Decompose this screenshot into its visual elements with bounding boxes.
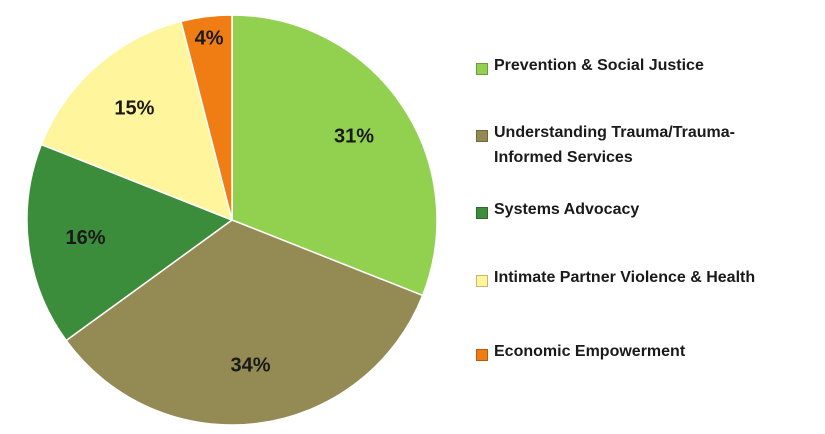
legend-label: Economic Empowerment	[494, 343, 686, 360]
legend-swatch	[476, 63, 488, 75]
data-label: 31%	[334, 125, 374, 147]
legend-swatch	[476, 349, 488, 361]
legend-item: Intimate Partner Violence & Health	[476, 269, 796, 290]
legend-swatch	[476, 130, 488, 142]
pie-slice	[40, 20, 234, 222]
data-label: 4%	[195, 27, 224, 49]
pie-slice	[26, 143, 234, 342]
legend-item: Understanding Trauma/Trauma-Informed Ser…	[476, 124, 796, 170]
legend-label: Understanding Trauma/Trauma-Informed Ser…	[494, 124, 735, 166]
data-label: 15%	[114, 98, 154, 120]
pie-slice	[65, 219, 424, 426]
legend-item: Economic Empowerment	[476, 343, 796, 364]
pie-slice	[180, 14, 233, 221]
legend-label: Systems Advocacy	[494, 201, 640, 218]
legend-swatch	[476, 207, 488, 219]
legend-item: Prevention & Social Justice	[476, 57, 796, 78]
legend-label: Prevention & Social Justice	[494, 57, 704, 74]
data-label: 34%	[230, 355, 270, 377]
legend-item: Systems Advocacy	[476, 201, 796, 222]
legend-swatch	[476, 275, 488, 287]
pie-slice	[231, 14, 438, 297]
legend-label: Intimate Partner Violence & Health	[494, 269, 756, 286]
data-label: 16%	[66, 227, 106, 249]
